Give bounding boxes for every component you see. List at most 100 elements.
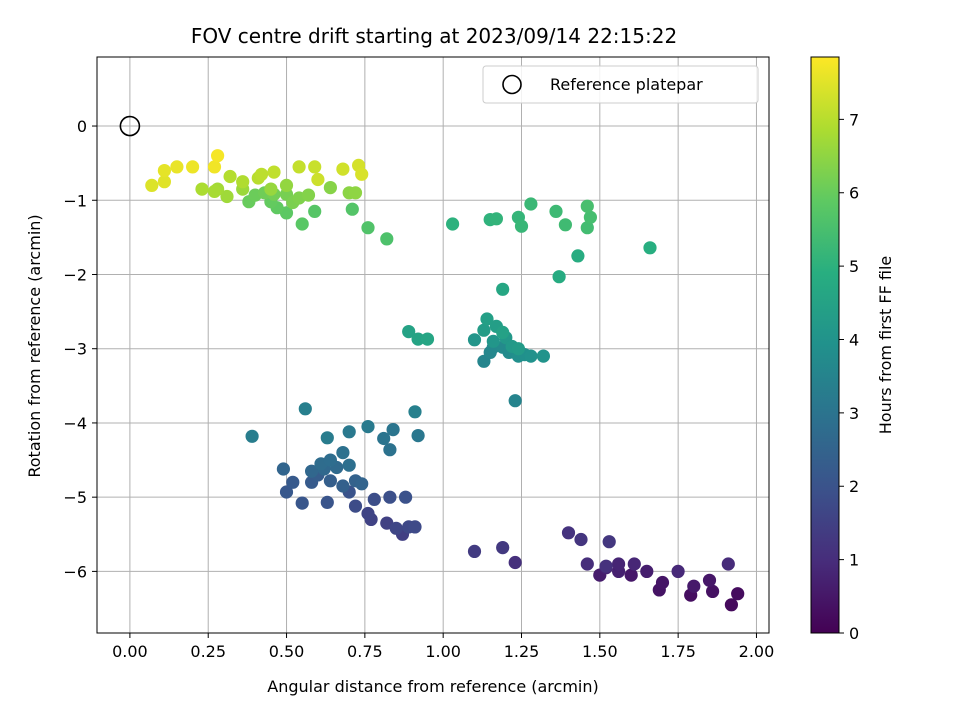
scatter-point: [367, 492, 381, 506]
scatter-point: [580, 221, 594, 235]
scatter-point: [348, 186, 363, 200]
scatter-point: [480, 312, 494, 326]
scatter-point: [157, 175, 171, 189]
scatter-point: [207, 160, 222, 174]
y-tick-label: −1: [63, 191, 87, 210]
y-tick-label: −3: [63, 340, 87, 359]
scatter-point: [580, 557, 594, 571]
scatter-point: [383, 490, 397, 504]
scatter-point: [286, 475, 300, 489]
scatter-point: [389, 521, 403, 535]
scatter-point: [706, 584, 720, 599]
scatter-point: [323, 474, 337, 488]
x-ticks: 0.00 0.25 0.50 0.75 1.00 1.25 1.50 1.75 2.00: [112, 633, 774, 661]
x-axis-label: Angular distance from reference (arcmin): [267, 677, 598, 696]
scatter-point: [336, 446, 350, 460]
scatter-point: [599, 559, 613, 573]
scatter-point: [279, 178, 294, 192]
scatter-point: [377, 431, 391, 446]
scatter-point: [380, 232, 394, 246]
scatter-point: [612, 557, 626, 571]
colorbar-tick-label: 1: [849, 551, 859, 570]
scatter-point: [627, 557, 641, 571]
scatter-point: [323, 453, 337, 467]
y-ticks: −6 −5 −4 −3 −2 −1 0: [63, 117, 97, 581]
scatter-point: [571, 249, 585, 263]
scatter-point: [508, 555, 522, 570]
colorbar-tick-label: 0: [849, 624, 859, 643]
y-tick-label: −5: [63, 488, 87, 507]
scatter-point: [267, 165, 281, 179]
x-tick-label: 0.00: [112, 642, 148, 661]
scatter-point: [583, 210, 598, 224]
scatter-point: [292, 160, 306, 174]
scatter-point: [295, 217, 309, 231]
scatter-point: [731, 587, 745, 601]
scatter-point: [549, 204, 563, 218]
scatter-point: [496, 282, 510, 296]
scatter-point: [254, 167, 269, 181]
scatter-point: [524, 197, 538, 211]
colorbar-tick-label: 6: [849, 184, 859, 203]
x-tick-label: 1.25: [504, 642, 540, 661]
scatter-points: [119, 115, 745, 612]
scatter-point: [223, 169, 237, 184]
y-tick-label: 0: [77, 117, 87, 136]
scatter-point: [721, 557, 735, 571]
scatter-point: [361, 221, 375, 235]
scatter-point: [467, 333, 482, 347]
scatter-point: [477, 323, 491, 337]
colorbar-tick-label: 7: [849, 110, 859, 129]
x-tick-label: 1.00: [425, 642, 461, 661]
y-tick-label: −2: [63, 265, 87, 284]
scatter-point: [574, 532, 588, 547]
colorbar-tick-label: 3: [849, 404, 859, 423]
scatter-point: [399, 490, 413, 504]
x-tick-label: 0.75: [347, 642, 383, 661]
scatter-point: [207, 184, 222, 198]
scatter-point: [305, 464, 319, 478]
scatter-point: [170, 160, 184, 174]
scatter-point: [383, 443, 397, 457]
x-tick-label: 0.25: [190, 642, 226, 661]
x-tick-label: 1.50: [582, 642, 618, 661]
scatter-point: [420, 332, 435, 346]
scatter-point: [411, 429, 425, 443]
scatter-point: [308, 160, 322, 174]
colorbar: [810, 56, 840, 634]
scatter-point: [342, 425, 356, 439]
scatter-point: [408, 405, 422, 419]
scatter-point: [671, 564, 685, 579]
reference-platepar-marker: [119, 115, 141, 137]
scatter-point: [602, 535, 616, 549]
scatter-point: [186, 160, 200, 174]
scatter-point: [355, 167, 369, 181]
scatter-point: [301, 188, 316, 202]
plot-frame: [96, 56, 770, 634]
scatter-point: [643, 241, 657, 255]
scatter-point: [511, 342, 525, 356]
colorbar-ticks: 0 1 2 3 4 5 6 7: [839, 110, 859, 643]
x-tick-label: 0.50: [269, 642, 305, 661]
scatter-point: [320, 431, 334, 445]
scatter-point: [320, 495, 334, 509]
scatter-point: [496, 541, 510, 555]
scatter-point: [145, 178, 159, 192]
scatter-point: [524, 349, 538, 363]
scatter-point: [446, 217, 460, 231]
scatter-point: [195, 182, 209, 196]
scatter-point: [211, 149, 225, 163]
scatter-point: [402, 325, 416, 339]
scatter-point: [311, 172, 325, 187]
x-tick-label: 2.00: [739, 642, 775, 661]
scatter-point: [276, 462, 290, 476]
scatter-point: [580, 199, 594, 213]
scatter-point: [536, 349, 551, 363]
colorbar-tick-label: 2: [849, 477, 859, 496]
grid-lines: [97, 57, 769, 633]
scatter-point: [279, 485, 294, 499]
scatter-point: [489, 212, 503, 226]
scatter-point: [236, 175, 250, 189]
scatter-point: [508, 394, 522, 408]
